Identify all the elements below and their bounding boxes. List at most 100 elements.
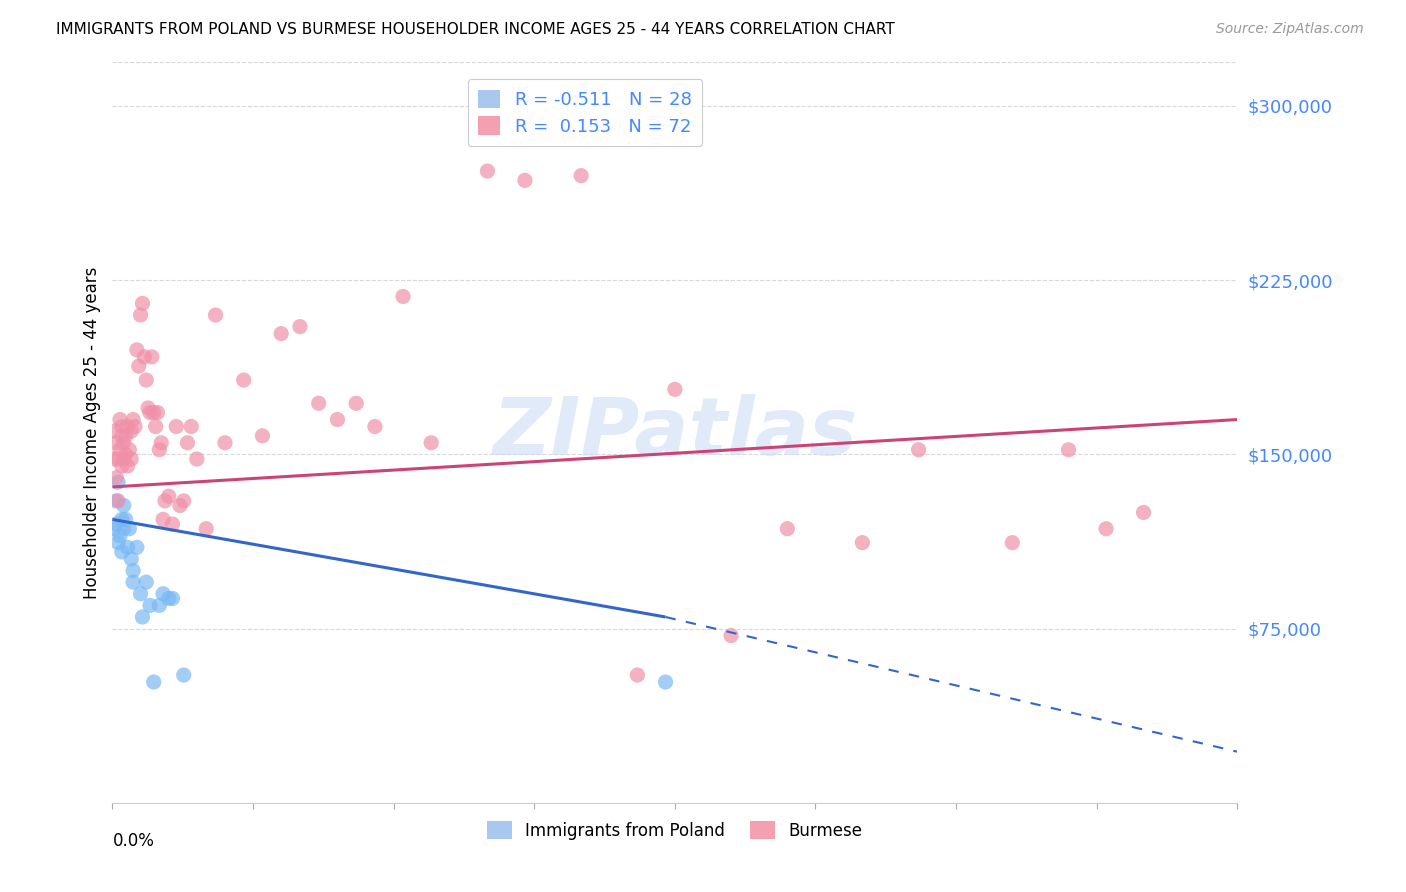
Point: [108, 412, 131, 426]
Point: [118, 442, 141, 457]
Point: [107, 452, 129, 467]
Point: [136, 401, 159, 415]
Point: [214, 435, 236, 450]
Point: [162, 591, 184, 606]
Point: [186, 452, 208, 467]
Point: [120, 452, 142, 467]
Point: [626, 668, 648, 682]
Point: [477, 164, 499, 178]
Point: [103, 522, 125, 536]
Point: [105, 517, 128, 532]
Point: [176, 435, 198, 450]
Point: [907, 442, 929, 457]
Text: IMMIGRANTS FROM POLAND VS BURMESE HOUSEHOLDER INCOME AGES 25 - 44 YEARS CORRELAT: IMMIGRANTS FROM POLAND VS BURMESE HOUSEH…: [56, 22, 896, 37]
Point: [111, 429, 134, 443]
Point: [165, 419, 187, 434]
Point: [153, 493, 176, 508]
Point: [103, 424, 125, 438]
Point: [131, 296, 153, 310]
Point: [111, 545, 134, 559]
Point: [112, 452, 135, 467]
Point: [129, 587, 152, 601]
Point: [105, 470, 128, 484]
Point: [114, 429, 136, 443]
Point: [128, 359, 150, 373]
Point: [105, 435, 128, 450]
Point: [145, 419, 167, 434]
Point: [142, 675, 165, 690]
Point: [135, 373, 157, 387]
Y-axis label: Householder Income Ages 25 - 44 years: Householder Income Ages 25 - 44 years: [83, 267, 101, 599]
Point: [141, 350, 163, 364]
Point: [157, 591, 180, 606]
Point: [152, 512, 174, 526]
Point: [513, 173, 536, 187]
Point: [131, 610, 153, 624]
Point: [173, 493, 195, 508]
Point: [180, 419, 202, 434]
Point: [326, 412, 349, 426]
Point: [169, 499, 191, 513]
Text: 0.0%: 0.0%: [112, 832, 155, 850]
Point: [112, 435, 135, 450]
Point: [204, 308, 226, 322]
Point: [108, 442, 131, 457]
Point: [122, 575, 145, 590]
Point: [139, 599, 162, 613]
Point: [135, 575, 157, 590]
Point: [720, 629, 742, 643]
Point: [173, 668, 195, 682]
Point: [851, 535, 873, 549]
Point: [112, 522, 135, 536]
Point: [308, 396, 330, 410]
Point: [107, 475, 129, 490]
Point: [162, 517, 184, 532]
Point: [776, 522, 799, 536]
Point: [134, 350, 156, 364]
Point: [125, 541, 148, 555]
Point: [114, 447, 136, 461]
Text: Source: ZipAtlas.com: Source: ZipAtlas.com: [1216, 22, 1364, 37]
Point: [420, 435, 443, 450]
Point: [664, 383, 686, 397]
Point: [107, 535, 129, 549]
Point: [120, 424, 142, 438]
Point: [146, 406, 169, 420]
Point: [344, 396, 367, 410]
Point: [157, 489, 180, 503]
Point: [232, 373, 254, 387]
Point: [111, 419, 134, 434]
Point: [117, 419, 139, 434]
Point: [139, 406, 162, 420]
Point: [1001, 535, 1024, 549]
Point: [1132, 506, 1154, 520]
Point: [124, 419, 146, 434]
Point: [195, 522, 218, 536]
Point: [111, 458, 134, 473]
Point: [117, 541, 139, 555]
Point: [270, 326, 292, 341]
Point: [114, 512, 136, 526]
Point: [120, 552, 142, 566]
Point: [1095, 522, 1118, 536]
Point: [122, 412, 145, 426]
Point: [1057, 442, 1080, 457]
Point: [108, 529, 131, 543]
Point: [125, 343, 148, 357]
Point: [364, 419, 387, 434]
Point: [654, 675, 676, 690]
Point: [107, 493, 129, 508]
Point: [112, 499, 135, 513]
Point: [117, 458, 139, 473]
Point: [148, 442, 170, 457]
Point: [252, 429, 274, 443]
Point: [148, 599, 170, 613]
Point: [152, 587, 174, 601]
Point: [392, 289, 415, 303]
Point: [105, 493, 128, 508]
Point: [111, 512, 134, 526]
Point: [150, 435, 173, 450]
Point: [103, 452, 125, 467]
Point: [118, 522, 141, 536]
Point: [142, 406, 165, 420]
